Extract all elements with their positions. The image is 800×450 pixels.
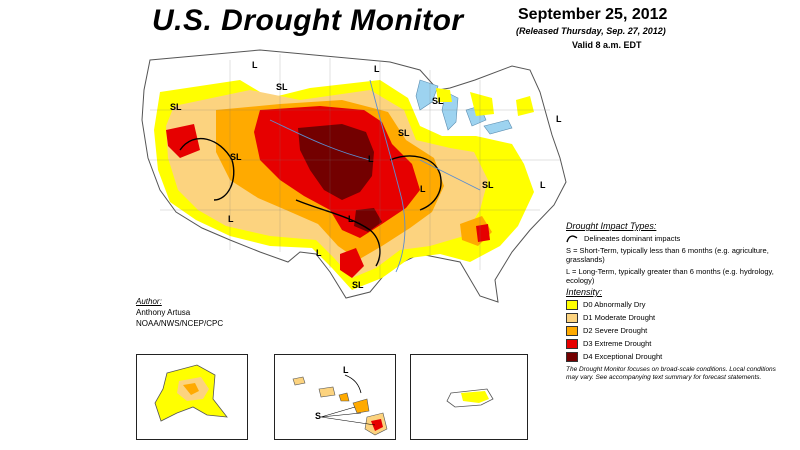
valid-time: Valid 8 a.m. EDT [572, 40, 642, 50]
short-term-row: S = Short-Term, typically less than 6 mo… [566, 246, 780, 264]
map-label-sl-mt: SL [230, 152, 242, 162]
legend: Drought Impact Types: Delineates dominan… [566, 222, 780, 382]
map-label-sl-tx: SL [352, 280, 364, 290]
hawaii-label-l: L [343, 365, 349, 375]
intensity-swatch [566, 352, 578, 362]
long-term-row: L = Long-Term, typically greater than 6 … [566, 267, 780, 285]
impact-line-label: Delineates dominant impacts [584, 234, 681, 243]
intensity-row: D3 Extreme Drought [566, 339, 780, 349]
intensity-label: D3 Extreme Drought [583, 339, 652, 348]
intensity-label: D2 Severe Drought [583, 326, 648, 335]
map-label-l-oh: L [540, 180, 546, 190]
rivers [269, 79, 481, 273]
map-label-l-tx: L [348, 214, 354, 224]
intensity-label: D1 Moderate Drought [583, 313, 656, 322]
intensity-swatch [566, 326, 578, 336]
intensity-row: D1 Moderate Drought [566, 313, 780, 323]
impact-boundary-plains [295, 199, 381, 267]
long-term-label: L = Long-Term, typically greater than 6 … [566, 267, 774, 285]
alaska-inset [136, 354, 248, 440]
short-term-label: S = Short-Term, typically less than 6 mo… [566, 246, 769, 264]
intensity-swatch [566, 313, 578, 323]
map-label-sl-nw: SL [170, 102, 182, 112]
map-label-sl-wi: SL [398, 128, 410, 138]
hawaii-map: L S [292, 365, 388, 436]
intensity-row: D2 Severe Drought [566, 326, 780, 336]
intensity-label: D4 Exceptional Drought [583, 352, 663, 361]
intensity-swatch [566, 339, 578, 349]
release-date: (Released Thursday, Sep. 27, 2012) [516, 26, 666, 36]
hawaii-inset: L S [274, 354, 396, 440]
us-drought-map: SL L SL SL L L SL SL L SL L L L L L SL [141, 49, 567, 303]
author-name: Anthony Artusa [136, 308, 191, 317]
intensity-row: D4 Exceptional Drought [566, 352, 780, 362]
map-label-l-il: L [420, 184, 426, 194]
intensity-label: D0 Abnormally Dry [583, 300, 646, 309]
hawaii-label-s: S [315, 411, 321, 421]
impact-types-heading: Drought Impact Types: [566, 221, 657, 231]
author-org: NOAA/NWS/NCEP/CPC [136, 319, 224, 328]
map-label-sl-nd: SL [276, 82, 288, 92]
d0-area-ne [436, 88, 534, 116]
drought-monitor-note: The Drought Monitor focuses on broad-sca… [566, 366, 776, 381]
map-label-l-ny: L [556, 114, 562, 124]
d4-area [298, 124, 382, 232]
map-title: U.S. Drought Monitor [152, 4, 464, 37]
state-boundaries [148, 54, 560, 280]
map-label-l-mn: L [374, 64, 380, 74]
puerto-rico-map [446, 388, 494, 408]
map-label-l-az: L [228, 214, 234, 224]
alaska-map [154, 364, 228, 422]
impact-line-icon [566, 235, 578, 243]
impact-boundary-midwest [389, 155, 442, 211]
map-label-sl-in: SL [482, 180, 494, 190]
author-heading: Author: [136, 297, 162, 306]
intensity-swatch [566, 300, 578, 310]
map-label-sl-mi: SL [432, 96, 444, 106]
great-lakes [415, 79, 513, 135]
map-label-l-mt: L [252, 60, 258, 70]
author-block: Author: Anthony Artusa NOAA/NWS/NCEP/CPC [136, 296, 223, 329]
intensity-row: D0 Abnormally Dry [566, 300, 780, 310]
intensity-heading: Intensity: [566, 287, 603, 297]
map-label-l-ok: L [316, 248, 322, 258]
impact-line-row: Delineates dominant impacts [566, 234, 780, 243]
map-date: September 25, 2012 [518, 6, 668, 23]
map-label-l-ne: L [368, 154, 374, 164]
puerto-rico-inset [410, 354, 528, 440]
